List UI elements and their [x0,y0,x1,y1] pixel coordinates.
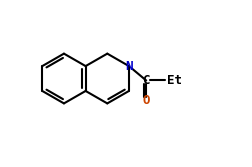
Text: O: O [142,94,149,107]
Text: C: C [142,74,149,87]
Text: N: N [125,60,132,73]
Text: Et: Et [166,74,181,87]
